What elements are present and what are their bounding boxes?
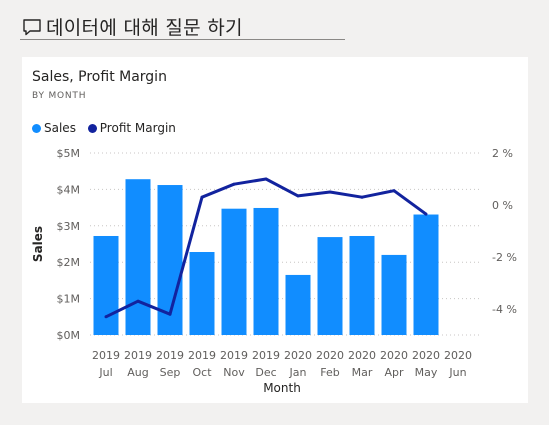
y-left-tick-label: $1M (57, 293, 81, 306)
chart-card: Sales, Profit Margin BY MONTH Sales Prof… (22, 57, 528, 403)
x-tick-month-label: Feb (320, 366, 339, 379)
chart-subtitle: BY MONTH (32, 91, 87, 101)
x-tick-year-label: 2020 (316, 349, 344, 362)
x-tick-month-label: Nov (223, 366, 245, 379)
legend-marker-sales (32, 123, 41, 133)
profit-margin-point (328, 190, 332, 194)
x-tick-year-label: 2020 (348, 349, 376, 362)
y-left-tick-label: $2M (57, 256, 81, 269)
profit-margin-point (168, 312, 172, 316)
sales-bar (413, 214, 439, 335)
sales-bar (93, 235, 119, 335)
profit-margin-point (296, 194, 300, 198)
x-tick-month-label: Jun (448, 366, 466, 379)
profit-margin-point (392, 189, 396, 193)
x-tick-month-label: May (415, 366, 438, 379)
qa-bar[interactable]: 데이터에 대해 질문 하기 (20, 10, 345, 40)
x-tick-month-label: Dec (255, 366, 276, 379)
x-tick-year-label: 2019 (188, 349, 216, 362)
sales-bar (285, 274, 311, 335)
combo-chart: $0M $1M $2M $3M $4M $5M 2 % 0 % -2 % -4 % 2019 Jul 2… (31, 147, 517, 395)
legend: Sales Profit Margin (32, 121, 184, 136)
x-tick-year-label: 2020 (284, 349, 312, 362)
x-axis-title: Month (263, 381, 301, 395)
x-tick-month-label: Apr (384, 366, 404, 379)
y-left-tick-label: $4M (57, 183, 81, 196)
legend-item-profit-margin[interactable]: Profit Margin (87, 121, 176, 135)
sales-bar (317, 237, 343, 335)
x-tick-month-label: Oct (192, 366, 212, 379)
x-tick-month-label: Jul (98, 366, 112, 379)
x-tick-year-label: 2019 (252, 349, 280, 362)
y-right-tick-label: 0 % (492, 199, 513, 212)
y-left-tick-label: $5M (57, 147, 81, 160)
profit-margin-point (136, 299, 140, 303)
x-tick-month-label: Jan (289, 366, 307, 379)
sales-bar (125, 179, 151, 335)
sales-bar (381, 254, 407, 335)
y-axis-title: Sales (31, 226, 45, 262)
x-tick-year-label: 2019 (92, 349, 120, 362)
chart-title: Sales, Profit Margin (32, 69, 167, 85)
y-right-tick-label: -2 % (492, 251, 517, 264)
x-tick-year-label: 2019 (124, 349, 152, 362)
x-tick-year-label: 2020 (380, 349, 408, 362)
profit-margin-point (360, 195, 364, 199)
chat-bubble-icon (23, 19, 41, 36)
profit-margin-point (424, 212, 428, 216)
profit-margin-point (232, 182, 236, 186)
legend-item-sales[interactable]: Sales (32, 121, 76, 135)
legend-marker-profit-margin (87, 123, 97, 133)
y-left-tick-label: $0M (57, 329, 81, 342)
profit-margin-point (104, 315, 108, 319)
sales-bar (221, 208, 247, 335)
legend-label-profit-margin: Profit Margin (99, 121, 176, 135)
x-tick-month-label: Aug (127, 366, 148, 379)
y-right-tick-label: 2 % (492, 147, 513, 160)
y-right-tick-label: -4 % (492, 303, 517, 316)
x-tick-year-label: 2020 (412, 349, 440, 362)
qa-input-text[interactable]: 데이터에 대해 질문 하기 (46, 17, 243, 39)
x-tick-month-label: Sep (160, 366, 181, 379)
sales-bar (253, 207, 279, 335)
profit-margin-point (264, 177, 268, 181)
legend-label-sales: Sales (44, 121, 76, 135)
profit-margin-point (200, 195, 204, 199)
y-left-tick-label: $3M (57, 220, 81, 233)
x-tick-year-label: 2019 (156, 349, 184, 362)
sales-bar (349, 235, 375, 335)
x-tick-year-label: 2019 (220, 349, 248, 362)
x-tick-month-label: Mar (352, 366, 373, 379)
sales-bar (189, 252, 215, 335)
x-tick-year-label: 2020 (444, 349, 472, 362)
